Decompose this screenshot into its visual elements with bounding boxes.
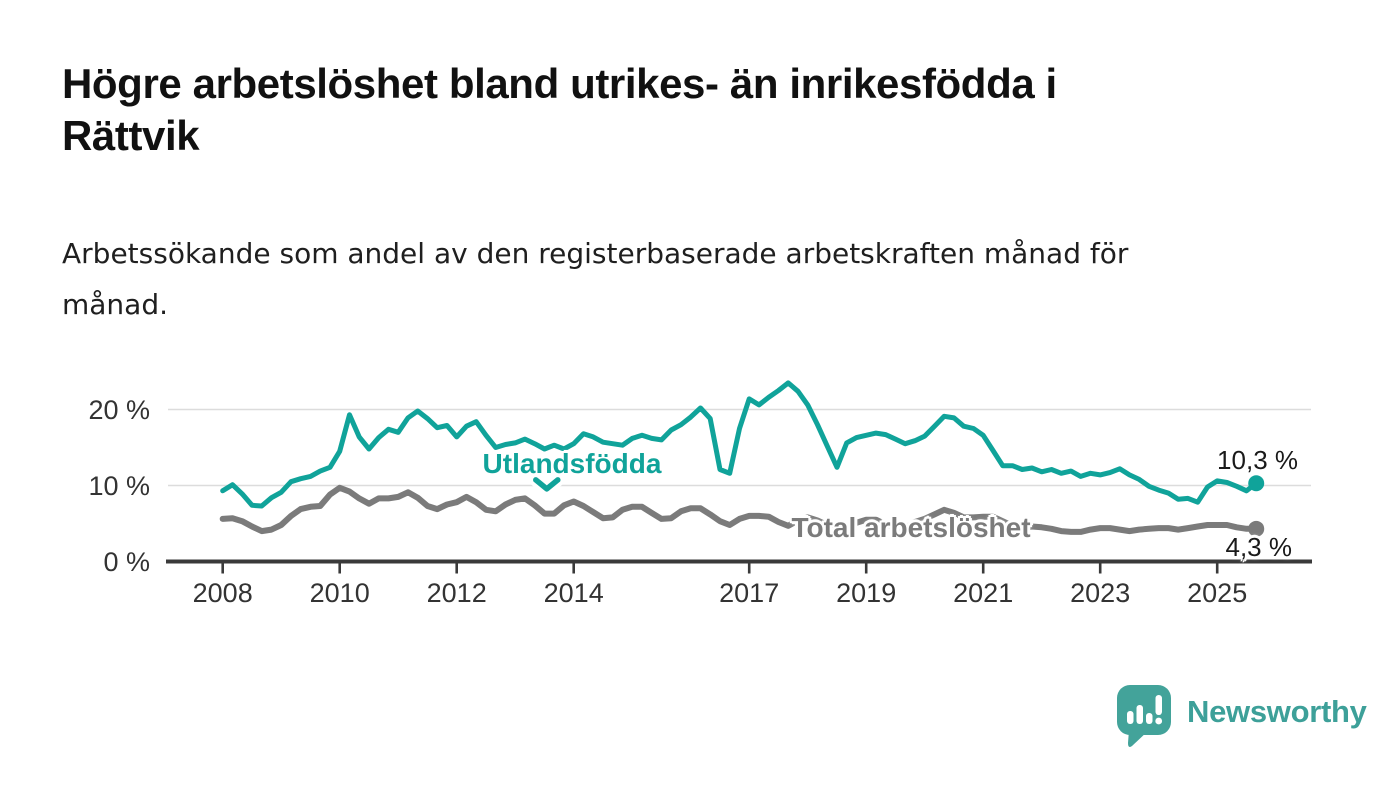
x-tick-label-2008: 2008: [192, 578, 253, 608]
x-tick-label-2023: 2023: [1070, 578, 1131, 608]
y-tick-label-10: 10 %: [88, 470, 150, 501]
chart-title-line1: Högre arbetslöshet bland utrikes- än inr…: [62, 60, 1057, 107]
newsworthy-logo[interactable]: Newsworthy: [1116, 684, 1367, 748]
x-tick-label-2014: 2014: [543, 578, 604, 608]
label-caret-halo: [529, 473, 565, 496]
x-tick-label-2010: 2010: [309, 578, 370, 608]
chart-subtitle-line2: månad.: [62, 288, 169, 321]
x-tick-label-2017: 2017: [719, 578, 780, 608]
y-tick-label-20: 20 %: [88, 394, 150, 425]
x-tick-label-2012: 2012: [426, 578, 487, 608]
newsworthy-logo-text: Newsworthy: [1187, 694, 1367, 729]
series-label-utlandsfodda: Utlandsfödda: [482, 448, 662, 479]
line-total-arbetsl-shet: [219, 484, 1260, 535]
end-dot-utlandsf-dda: [1248, 475, 1265, 492]
series-label-total-arbetsloshet: Total arbetslöshet: [791, 512, 1031, 543]
chart-title-line2: Rättvik: [62, 112, 200, 159]
x-tick-label-2025: 2025: [1187, 578, 1248, 608]
chart-subtitle: Arbetssökande som andel av den registerb…: [62, 228, 1322, 330]
chart-subtitle-line1: Arbetssökande som andel av den registerb…: [62, 237, 1129, 270]
chart-title: Högre arbetslöshet bland utrikes- än inr…: [62, 58, 1312, 162]
newsworthy-logo-icon: [1117, 685, 1171, 747]
x-tick-label-2021: 2021: [953, 578, 1014, 608]
end-value-label-utlandsfodda: 10,3 %: [1217, 445, 1298, 475]
end-value-label-total-arbetsloshet: 4,3 %: [1225, 532, 1293, 562]
x-tick-label-2019: 2019: [836, 578, 897, 608]
label-caret-icon: [533, 477, 561, 492]
line-utlandsf-dda: [220, 380, 1259, 509]
y-tick-label-0: 0 %: [103, 546, 150, 577]
